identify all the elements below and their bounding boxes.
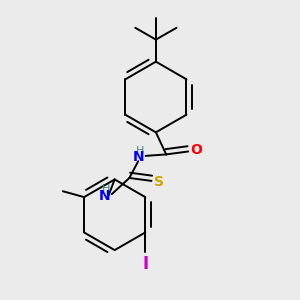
Text: H: H bbox=[136, 146, 144, 157]
Text: N: N bbox=[99, 189, 110, 202]
Text: H: H bbox=[102, 184, 110, 194]
Text: N: N bbox=[133, 150, 144, 164]
Text: S: S bbox=[154, 176, 164, 189]
Text: O: O bbox=[190, 143, 202, 157]
Text: I: I bbox=[142, 254, 148, 272]
